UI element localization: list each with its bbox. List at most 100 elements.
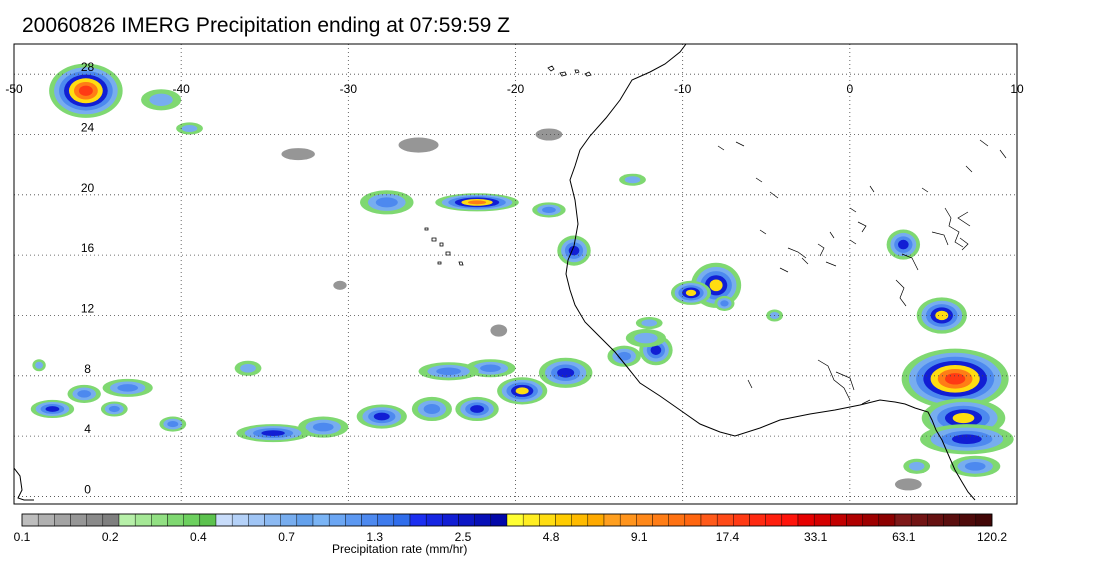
- colorbar-swatch: [700, 513, 718, 527]
- colorbar-title: Precipitation rate (mm/hr): [332, 542, 468, 556]
- precip-cell: [67, 384, 101, 403]
- colorbar-tick-label: 17.4: [716, 530, 740, 544]
- precipitation-cells: [30, 63, 1014, 491]
- lat-tick-label: 4: [84, 422, 91, 436]
- colorbar-tick-label: 63.1: [892, 530, 916, 544]
- colorbar: [21, 513, 993, 527]
- precip-cell: [920, 424, 1014, 455]
- precip-cell: [903, 458, 931, 474]
- precip-cell-layer: [181, 124, 198, 132]
- colorbar-swatch: [716, 513, 734, 527]
- colorbar-swatch: [555, 513, 572, 527]
- lat-tick-label: 8: [84, 362, 91, 376]
- precip-cell: [619, 173, 646, 186]
- precip-cell-layer: [641, 319, 658, 327]
- precip-cell-layer: [709, 279, 723, 292]
- lon-tick-label: -20: [507, 82, 525, 96]
- precip-cell-layer: [423, 404, 441, 414]
- colorbar-swatch: [765, 513, 783, 527]
- precip-cell-layer: [945, 373, 966, 385]
- colorbar-swatch: [474, 513, 492, 527]
- canary-islands: [547, 65, 592, 77]
- colorbar-swatch: [894, 513, 912, 527]
- lon-tick-label: -30: [340, 82, 358, 96]
- colorbar-tick-label: 0.4: [190, 530, 207, 544]
- colorbar-swatch: [86, 513, 104, 527]
- lat-tick-label: 28: [81, 60, 95, 74]
- lat-tick-label: 20: [81, 181, 95, 195]
- precip-cell-layer: [467, 200, 487, 205]
- colorbar-swatch: [506, 513, 524, 527]
- precip-cell: [532, 202, 566, 218]
- lat-tick-label: 16: [81, 241, 95, 255]
- colorbar-swatch: [878, 513, 896, 527]
- colorbar-swatch: [684, 513, 702, 527]
- colorbar-tick-label: 9.1: [631, 530, 648, 544]
- precip-cell: [950, 455, 1001, 477]
- colorbar-swatch: [975, 513, 993, 527]
- precip-cell-layer: [333, 280, 347, 290]
- colorbar-swatch: [167, 513, 184, 527]
- colorbar-swatch: [21, 513, 39, 527]
- colorbar-swatch: [571, 513, 589, 527]
- precip-cell-layer: [470, 405, 484, 413]
- colorbar-tick-label: 120.2: [977, 530, 1007, 544]
- precip-cell: [159, 416, 187, 432]
- precip-cell: [234, 360, 262, 376]
- precip-cell-layer: [375, 197, 398, 208]
- precip-cell: [625, 329, 666, 348]
- africa-coastline: [565, 44, 976, 501]
- precip-cell-layer: [240, 363, 256, 373]
- precip-cell: [538, 357, 593, 388]
- colorbar-swatch: [231, 513, 249, 527]
- colorbar-swatch: [539, 513, 556, 527]
- colorbar-swatch: [733, 513, 750, 527]
- precip-cell-layer: [77, 390, 92, 398]
- lon-tick-label: 0: [846, 82, 853, 96]
- precip-cell-layer: [542, 206, 556, 214]
- precip-cell-layer: [557, 367, 575, 378]
- precip-cell: [176, 122, 203, 135]
- precip-cell: [30, 399, 75, 419]
- longitude-labels: -50 -40 -30 -20 -10 0 10: [5, 82, 1024, 96]
- colorbar-tick-label: 0.7: [278, 530, 295, 544]
- colorbar-swatch: [910, 513, 928, 527]
- precip-cell: [418, 362, 479, 381]
- precip-cell: [32, 359, 46, 372]
- colorbar-swatch: [134, 513, 152, 527]
- precip-cell: [490, 324, 508, 337]
- precip-cell: [635, 316, 663, 330]
- precip-cell: [901, 348, 1009, 409]
- precip-cell-layer: [964, 461, 986, 471]
- colorbar-swatch: [296, 513, 314, 527]
- precip-cell: [714, 295, 735, 311]
- precip-cell: [398, 137, 439, 153]
- colorbar-swatch: [345, 513, 362, 527]
- precip-cell: [455, 396, 499, 422]
- precip-cell-layer: [952, 412, 975, 424]
- colorbar-tick-label: 2.5: [455, 530, 472, 544]
- precip-cell-layer: [490, 324, 508, 337]
- colorbar-swatch: [813, 513, 831, 527]
- colorbar-swatch: [425, 513, 443, 527]
- colorbar-swatch: [328, 513, 346, 527]
- precip-cell-layer: [535, 128, 563, 141]
- colorbar-swatch: [458, 513, 475, 527]
- lat-tick-label: 12: [81, 301, 95, 315]
- precip-cell-layer: [617, 351, 632, 361]
- colorbar-swatch: [749, 513, 766, 527]
- precip-cell: [102, 378, 153, 397]
- colorbar-labels: 0.1 0.2 0.4 0.7 1.3 2.5 4.8 9.1 17.4 33.1 63.1 120.…: [14, 530, 1008, 544]
- colorbar-tick-label: 0.2: [102, 530, 119, 544]
- precip-cell: [411, 396, 452, 422]
- colorbar-swatch: [151, 513, 168, 527]
- precip-cell-layer: [898, 239, 909, 250]
- precip-cell-layer: [624, 176, 641, 184]
- precip-cell-layer: [35, 361, 43, 369]
- precip-cell: [49, 63, 123, 118]
- colorbar-swatch: [280, 513, 298, 527]
- colorbar-swatch: [522, 513, 540, 527]
- colorbar-tick-label: 1.3: [366, 530, 383, 544]
- colorbar-swatch: [37, 513, 55, 527]
